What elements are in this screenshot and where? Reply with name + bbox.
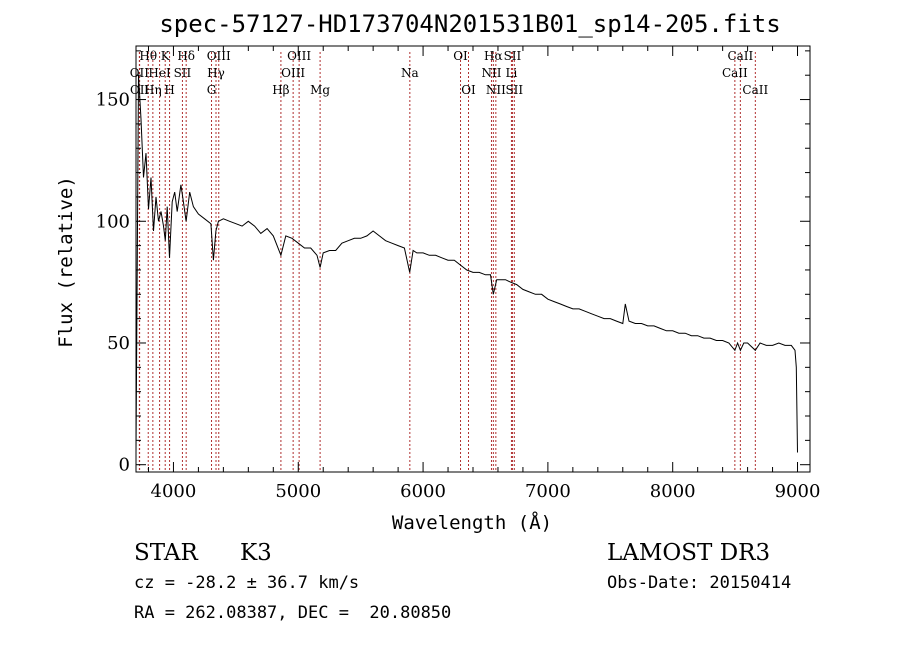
coordinates: RA = 262.08387, DEC = 20.80850 — [134, 603, 452, 623]
line-label-10: Hγ — [207, 66, 225, 80]
x-axis-label: Wavelength (Å) — [392, 511, 552, 534]
spectral-line-labels: OIIOIIHθHηHeIKHSIIHδGHγOIIIHβOIIIOIIIMgN… — [130, 49, 769, 97]
line-label-26: CaII — [727, 49, 753, 63]
x-tick-label-7000: 7000 — [525, 481, 571, 502]
survey-name: LAMOST DR3 — [607, 540, 771, 566]
x-tick-label-9000: 9000 — [775, 481, 821, 502]
observation-date: Obs-Date: 20150414 — [607, 573, 792, 593]
line-label-17: OI — [453, 49, 468, 63]
x-tick-label-5000: 5000 — [275, 481, 321, 502]
spectral-line-markers — [138, 52, 756, 472]
x-axis-ticks: 4000 5000 6000 7000 8000 9000 — [147, 46, 821, 502]
line-label-5: K — [161, 49, 171, 63]
spectrum-line — [135, 75, 798, 453]
y-axis-label: Flux (relative) — [55, 176, 77, 348]
x-tick-label-4000: 4000 — [151, 481, 197, 502]
plot-frame — [135, 45, 811, 473]
line-label-3: Hη — [144, 83, 162, 97]
object-subclass: K3 — [240, 540, 272, 566]
x-tick-label-6000: 6000 — [400, 481, 446, 502]
chart-title: spec-57127-HD173704N201531B01_sp14-205.f… — [159, 10, 780, 38]
line-label-25: CaII — [722, 66, 748, 80]
line-label-27: CaII — [742, 83, 768, 97]
line-label-19: NII — [481, 66, 501, 80]
line-label-13: OIII — [281, 66, 305, 80]
x-tick-label-8000: 8000 — [650, 481, 696, 502]
line-label-22: Li — [506, 66, 518, 80]
line-label-20: Hα — [484, 49, 503, 63]
y-tick-label-100: 100 — [96, 211, 130, 232]
y-tick-label-150: 150 — [96, 90, 130, 111]
line-label-4: HeI — [148, 66, 171, 80]
line-label-2: Hθ — [139, 49, 157, 63]
redshift-value: cz = -28.2 ± 36.7 km/s — [134, 573, 360, 593]
line-label-23: SII — [504, 49, 522, 63]
object-type: STAR — [134, 540, 198, 566]
line-label-12: Hβ — [272, 83, 289, 97]
line-label-18: OI — [461, 83, 476, 97]
y-tick-label-50: 50 — [107, 333, 130, 354]
line-label-6: H — [164, 83, 174, 97]
line-label-14: OIII — [287, 49, 311, 63]
line-label-8: Hδ — [177, 49, 195, 63]
line-label-24: SII — [505, 83, 523, 97]
line-label-16: Na — [401, 66, 419, 80]
line-label-21: NII — [486, 83, 506, 97]
line-label-0: OII — [130, 66, 150, 80]
line-label-9: G — [207, 83, 217, 97]
line-label-7: SII — [174, 66, 192, 80]
line-label-15: Mg — [310, 83, 330, 97]
y-axis-ticks: 0 50 100 150 — [96, 50, 810, 476]
y-tick-label-0: 0 — [119, 455, 130, 476]
line-label-11: OIII — [207, 49, 231, 63]
